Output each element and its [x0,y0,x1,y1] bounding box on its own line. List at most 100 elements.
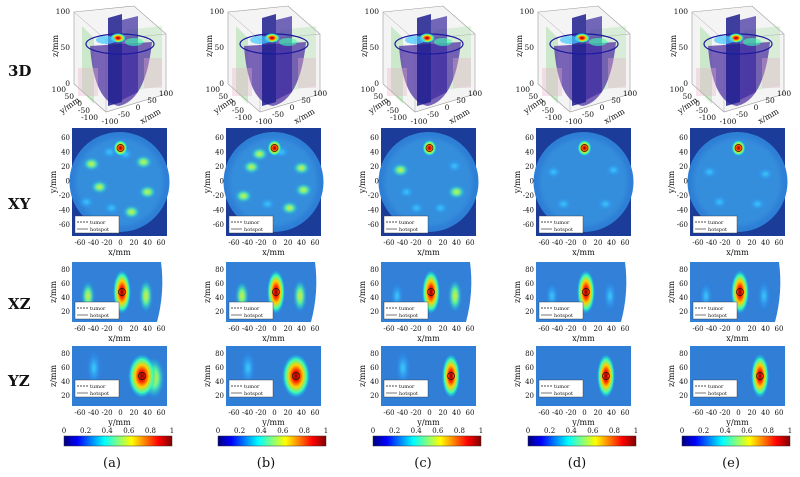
colorbar-gradient [681,435,791,447]
tick-label: 40 [370,149,379,157]
yz-main-hotspot [282,354,310,398]
phantom-slice [586,16,602,100]
tick-label: 20 [748,409,757,417]
tick-label: 100 [56,7,71,16]
tick-label: 60 [370,364,379,372]
legend-tumor: tumor [399,220,415,226]
tick-label: 40 [297,239,306,247]
axis-label-y: y/mm [667,170,676,194]
panel-3d: z/mm050100100500-50-100y/mm-100-50050100… [205,5,327,126]
tick-label: -20 [410,325,421,333]
tick-label: -40 [397,325,408,333]
tick-label: 0 [582,325,586,333]
axis-label-y: y/mm [203,170,212,194]
axis-label-x: x/mm [108,248,131,257]
tick-label: -60 [74,239,85,247]
slice-plane [391,26,403,104]
tick-label: -60 [538,239,549,247]
tick-label: 60 [311,239,320,247]
slice-plane [82,26,94,104]
axis-label-y: y/mm [725,418,749,427]
tick-label: 20 [284,325,293,333]
axis-label-z: z/mm [203,281,212,303]
tick-label: -20 [368,192,379,200]
tick-label: 20 [439,325,448,333]
tick-label: 60 [215,134,224,142]
tick-label: -20 [410,409,421,417]
xy-secondary-hotspot [101,146,118,158]
tick-label: 50 [456,96,466,105]
tick-label: 100 [777,89,792,98]
colorbar-tick: 0.8 [454,427,465,435]
panel-column-d: z/mm050100100500-50-100y/mm-100-50050100… [513,5,638,447]
colorbar: 0 0.2 0.4 0.6 0.8 1 [526,427,638,447]
tick-label: 80 [61,266,70,274]
tick-label: -50 [427,110,439,119]
tick-label: -60 [228,325,239,333]
xy-secondary-hotspot [123,206,140,218]
phantom-slice [726,14,740,106]
tick-label: 100 [468,89,483,98]
tick-label: 20 [61,392,70,400]
tick-label: 60 [311,409,320,417]
colorbar-gradient [372,435,482,447]
phantom-slice [572,14,586,106]
tick-label: 40 [143,409,152,417]
tick-label: -60 [228,239,239,247]
tick-label: 40 [452,325,461,333]
colorbar-gradient [217,435,327,447]
yz-secondary-hotspot [87,350,101,386]
tick-label: -20 [565,325,576,333]
tick-label: 40 [761,409,770,417]
tick-label: 0 [754,103,759,112]
xy-secondary-hotspot [757,168,774,180]
colorbar-tick: 0.2 [544,427,555,435]
tick-label: -40 [523,207,534,215]
xz-secondary-hotspot [604,280,616,312]
tick-label: -40 [88,409,99,417]
axis-label-z: z/mm [358,365,367,387]
tick-label: 0 [231,99,236,108]
tick-label: 20 [61,163,70,171]
phantom-slice [276,16,292,100]
tick-label: 20 [370,392,379,400]
tick-label: 60 [215,364,224,372]
tick-label: 20 [748,325,757,333]
tick-label: -50 [78,106,90,115]
colorbar-gradient [527,435,637,447]
tick-label: -40 [59,207,70,215]
colorbar-tick: 1 [634,427,638,435]
panel-3d: z/mm050100100500-50-100y/mm-100-50050100… [669,5,792,126]
tick-label: 0 [290,103,295,112]
tick-label: 0 [445,103,450,112]
tick-label: 0 [529,79,534,88]
yz-main-hotspot [751,354,769,398]
tick-label: 80 [215,266,224,274]
tick-label: -50 [582,110,594,119]
tick-label: -50 [542,106,554,115]
tick-label: 0 [736,409,740,417]
tick-label: -40 [397,239,408,247]
tick-label: -60 [692,409,703,417]
xy-secondary-hotspot [605,164,622,176]
tick-label: -50 [272,110,284,119]
xy-secondary-hotspot [295,184,312,196]
colorbar-tick: 0 [526,427,530,435]
xy-secondary-hotspot [448,186,465,198]
tick-label: 20 [594,239,603,247]
legend-hotspot: hotspot [399,313,418,319]
tick-label: -20 [255,239,266,247]
colorbar-tick: 0.2 [80,427,91,435]
row-label-xz: XZ [8,295,31,313]
colorbar-tick: 0.8 [299,427,310,435]
tick-label: 40 [370,294,379,302]
tick-label: 20 [370,308,379,316]
tick-label: 20 [679,392,688,400]
